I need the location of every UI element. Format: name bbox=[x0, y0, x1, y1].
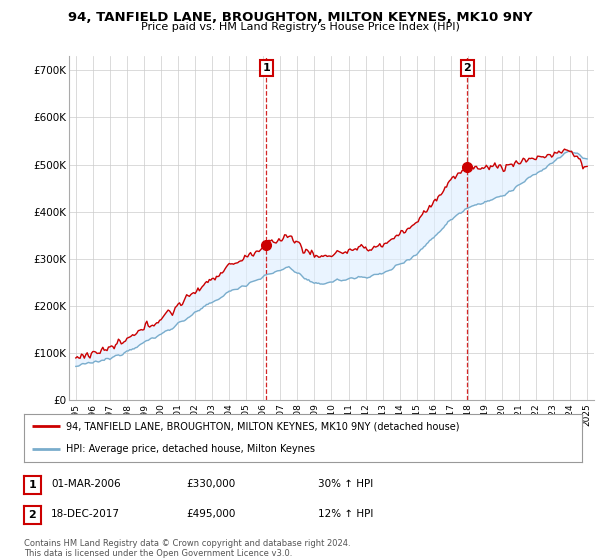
Text: 2: 2 bbox=[29, 510, 36, 520]
Text: 94, TANFIELD LANE, BROUGHTON, MILTON KEYNES, MK10 9NY: 94, TANFIELD LANE, BROUGHTON, MILTON KEY… bbox=[68, 11, 532, 24]
Text: 2: 2 bbox=[463, 63, 471, 73]
Text: 01-MAR-2006: 01-MAR-2006 bbox=[51, 479, 121, 489]
Text: HPI: Average price, detached house, Milton Keynes: HPI: Average price, detached house, Milt… bbox=[66, 444, 315, 454]
Text: £495,000: £495,000 bbox=[186, 509, 235, 519]
Text: Price paid vs. HM Land Registry's House Price Index (HPI): Price paid vs. HM Land Registry's House … bbox=[140, 22, 460, 32]
Text: 30% ↑ HPI: 30% ↑ HPI bbox=[318, 479, 373, 489]
Text: Contains HM Land Registry data © Crown copyright and database right 2024.
This d: Contains HM Land Registry data © Crown c… bbox=[24, 539, 350, 558]
Text: £330,000: £330,000 bbox=[186, 479, 235, 489]
Text: 1: 1 bbox=[29, 480, 36, 490]
Text: 18-DEC-2017: 18-DEC-2017 bbox=[51, 509, 120, 519]
Text: 12% ↑ HPI: 12% ↑ HPI bbox=[318, 509, 373, 519]
Text: 1: 1 bbox=[262, 63, 270, 73]
Text: 94, TANFIELD LANE, BROUGHTON, MILTON KEYNES, MK10 9NY (detached house): 94, TANFIELD LANE, BROUGHTON, MILTON KEY… bbox=[66, 421, 460, 431]
